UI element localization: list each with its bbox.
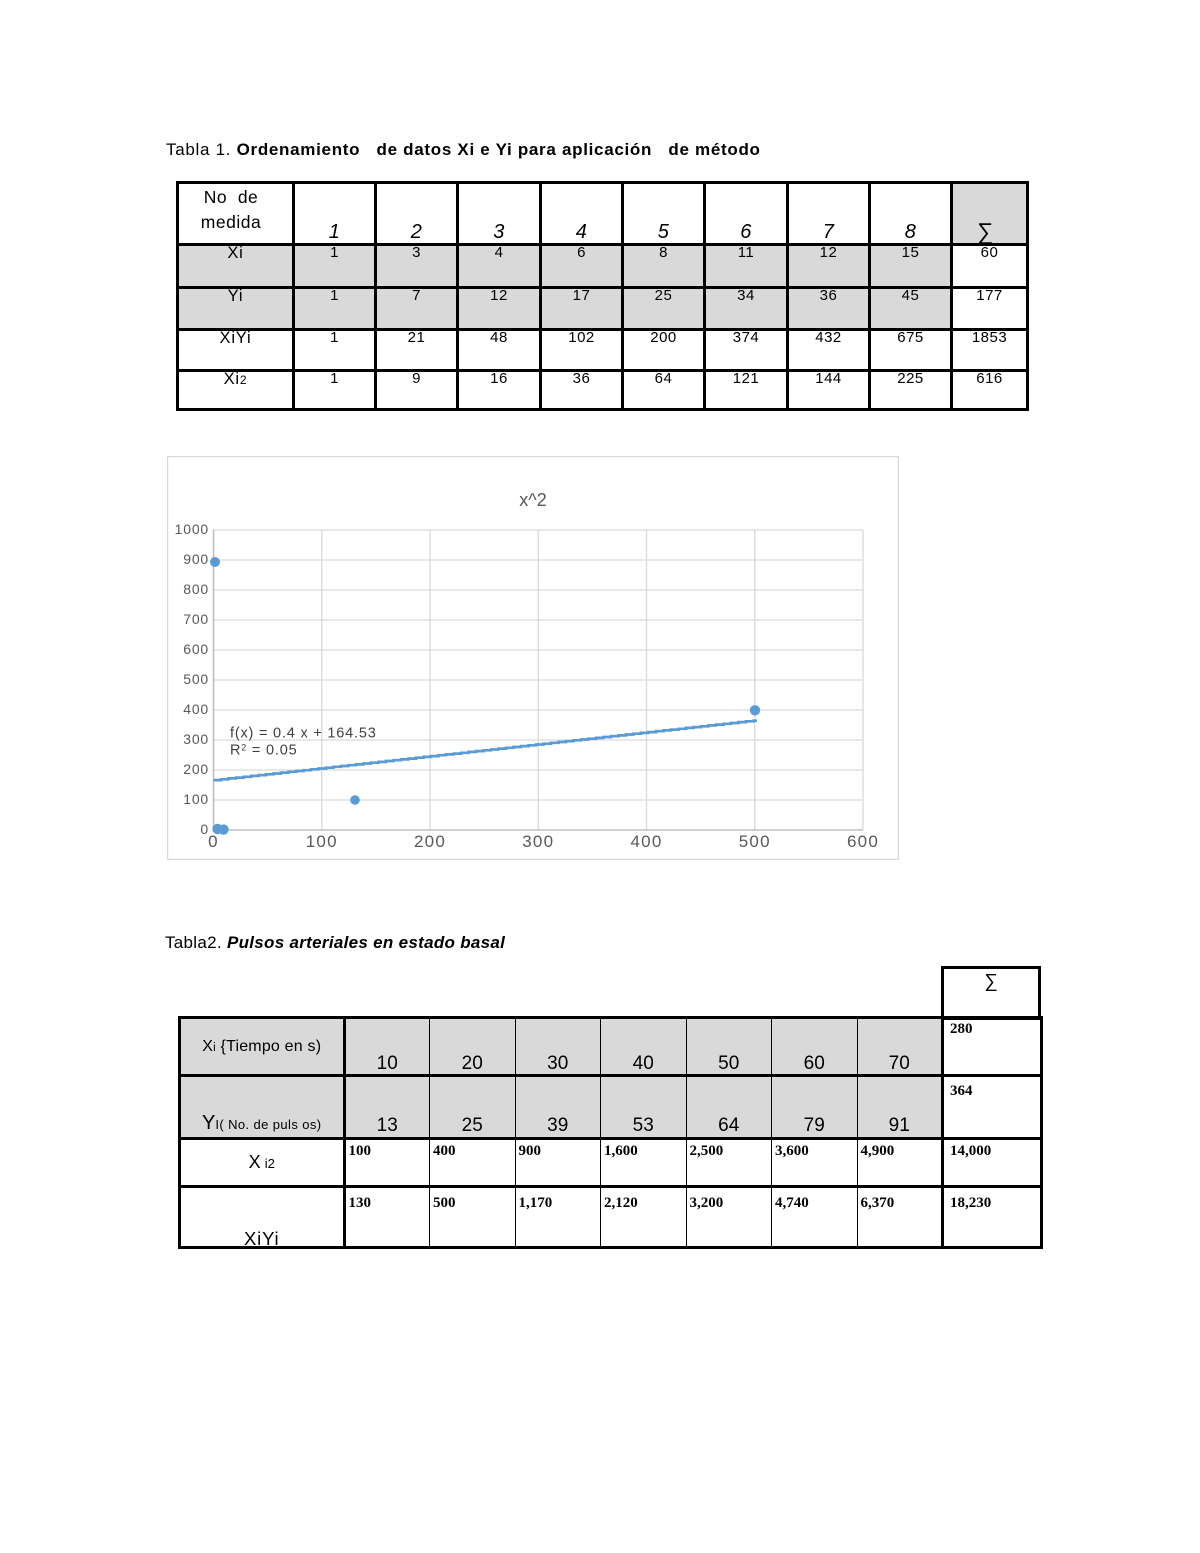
svg-text:400: 400 [183, 701, 209, 717]
svg-text:100: 100 [306, 832, 338, 851]
svg-text:500: 500 [739, 832, 771, 851]
svg-text:500: 500 [183, 671, 209, 687]
svg-text:400: 400 [631, 832, 663, 851]
svg-text:700: 700 [183, 611, 209, 627]
svg-text:x^2: x^2 [519, 490, 546, 510]
svg-text:200: 200 [414, 832, 446, 851]
svg-text:0: 0 [208, 832, 219, 851]
svg-text:600: 600 [183, 641, 209, 657]
svg-text:f(x) = 0.4 x + 164.53: f(x) = 0.4 x + 164.53 [230, 726, 377, 742]
svg-text:100: 100 [183, 791, 209, 807]
svg-text:900: 900 [183, 551, 209, 567]
svg-text:R2 = 0.05: R2 = 0.05 [230, 743, 297, 759]
svg-text:300: 300 [522, 832, 554, 851]
svg-text:1000: 1000 [175, 521, 209, 537]
svg-text:200: 200 [183, 761, 209, 777]
svg-text:800: 800 [183, 581, 209, 597]
svg-text:600: 600 [847, 832, 879, 851]
svg-text:0: 0 [200, 821, 209, 837]
svg-text:300: 300 [183, 731, 209, 747]
